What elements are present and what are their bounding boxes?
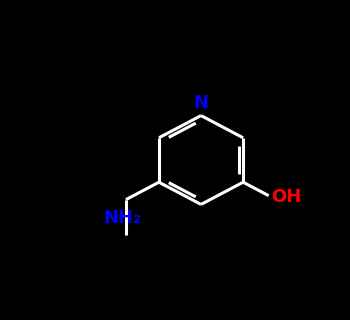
Text: N: N — [194, 94, 209, 112]
Text: OH: OH — [272, 188, 302, 206]
Text: NH₂: NH₂ — [104, 209, 141, 227]
